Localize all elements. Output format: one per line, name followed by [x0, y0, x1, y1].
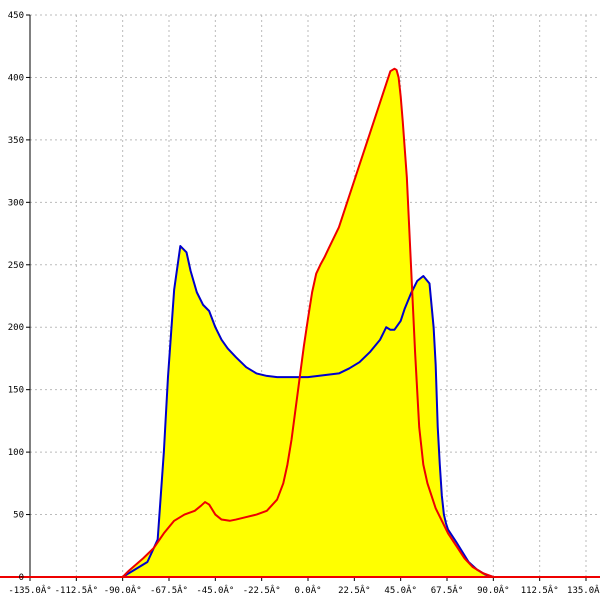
- tick-labels: 0 50 100 150 200 250 300 350 400 450 -135.0Â° -112.…: [8, 11, 600, 596]
- series-lines: [0, 67, 600, 578]
- x-tick-label: -112.5Â°: [55, 584, 98, 596]
- x-tick-label: 22.5Â°: [338, 584, 371, 596]
- x-tick-label: 90.0Â°: [477, 584, 510, 596]
- y-tick-label: 450: [8, 11, 24, 21]
- x-tick-label: 135.0Â°: [567, 584, 600, 596]
- x-tick-label: 112.5Â°: [521, 584, 559, 596]
- y-tick-label: 250: [8, 261, 24, 271]
- y-tick-label: 100: [8, 448, 24, 458]
- x-tick-label: -90.0Â°: [104, 584, 142, 596]
- y-tick-label: 350: [8, 136, 24, 146]
- x-tick-label: -45.0Â°: [196, 584, 234, 596]
- series-1-line: [30, 245, 586, 578]
- y-tick-label: 0: [19, 573, 24, 583]
- y-tick-label: 400: [8, 73, 24, 83]
- x-tick-label: 45.0Â°: [384, 584, 417, 596]
- axes: [26, 14, 587, 581]
- x-tick-label: -135.0Â°: [8, 584, 51, 596]
- y-tick-label: 50: [13, 511, 24, 521]
- y-tick-label: 300: [8, 198, 24, 208]
- x-tick-label: -22.5Â°: [243, 584, 281, 596]
- series-2-line: [30, 67, 586, 578]
- y-tick-label: 150: [8, 386, 24, 396]
- y-tick-label: 200: [8, 323, 24, 333]
- x-tick-label: 0.0Â°: [294, 584, 321, 596]
- x-tick-label: 67.5Â°: [431, 584, 464, 596]
- x-tick-label: -67.5Â°: [150, 584, 188, 596]
